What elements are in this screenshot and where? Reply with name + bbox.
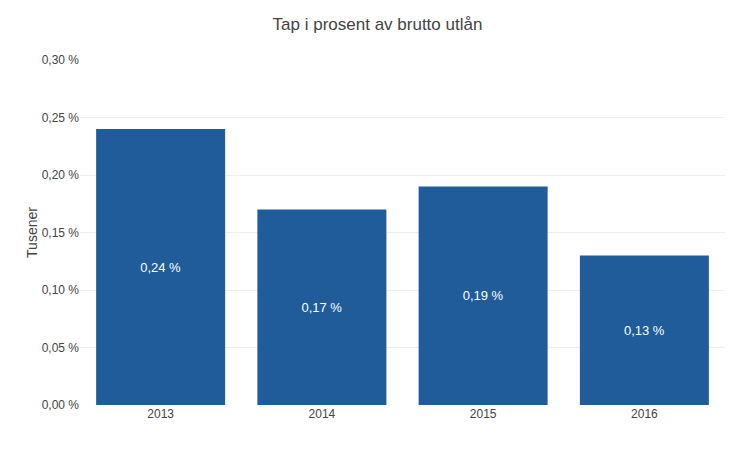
svg-text:0,13 %: 0,13 % [624, 323, 665, 338]
svg-text:0,15 %: 0,15 % [42, 226, 80, 240]
svg-text:0,25 %: 0,25 % [42, 111, 80, 125]
svg-text:2014: 2014 [309, 407, 336, 421]
svg-text:0,24 %: 0,24 % [140, 260, 181, 275]
svg-text:Tap i prosent av brutto utlån: Tap i prosent av brutto utlån [273, 15, 483, 34]
svg-text:0,10 %: 0,10 % [42, 283, 80, 297]
svg-text:0,17 %: 0,17 % [301, 300, 342, 315]
svg-text:0,05 %: 0,05 % [42, 341, 80, 355]
svg-text:0,20 %: 0,20 % [42, 168, 80, 182]
svg-text:Tusener: Tusener [24, 207, 40, 258]
svg-text:0,00 %: 0,00 % [42, 398, 80, 412]
svg-text:2013: 2013 [147, 407, 174, 421]
svg-text:2015: 2015 [470, 407, 497, 421]
svg-text:0,19 %: 0,19 % [463, 288, 504, 303]
svg-text:2016: 2016 [631, 407, 658, 421]
svg-text:0,30 %: 0,30 % [42, 53, 80, 67]
